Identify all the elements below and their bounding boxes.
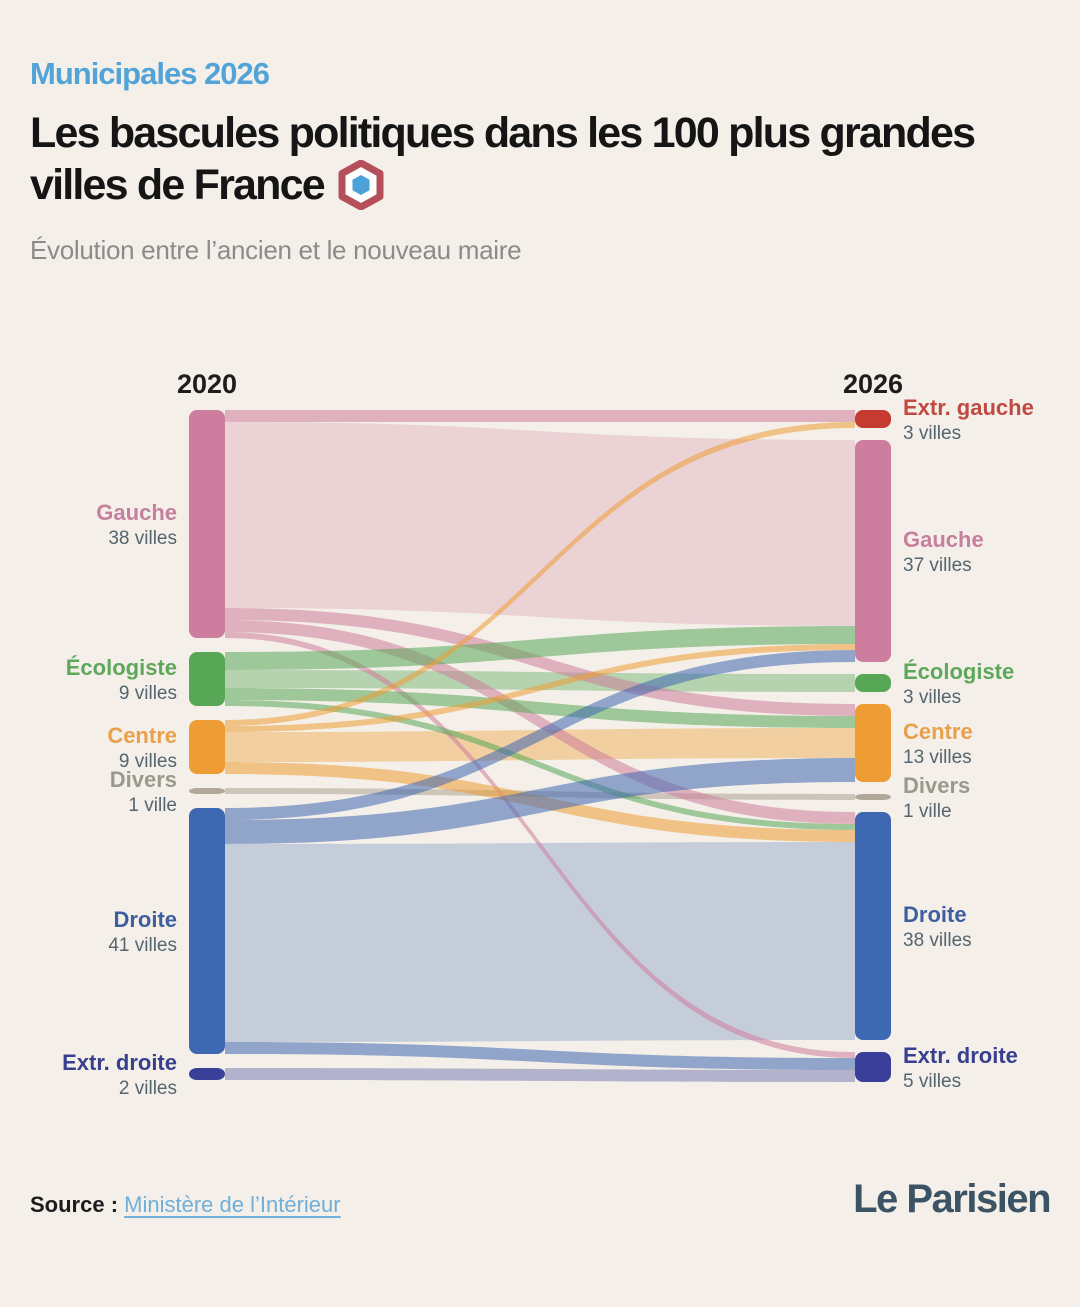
header: Municipales 2026 Les bascules politiques…: [0, 0, 1080, 355]
node-label-gauche-2020: Gauche: [96, 500, 177, 525]
sankey-flow-gauche-to-gauche: [225, 422, 855, 626]
node-label-gauche-2026: Gauche: [903, 527, 984, 552]
sankey-node-gauche-2026: [855, 440, 891, 662]
node-count-gauche-2026: 37 villes: [903, 555, 972, 576]
sankey-node-extr_gauche-2026: [855, 410, 891, 428]
node-count-gauche-2020: 38 villes: [108, 528, 177, 549]
sankey-flow-ecologiste-to-centre: [225, 688, 855, 728]
node-label-divers-2026: Divers: [903, 773, 970, 798]
sankey-flow-centre-to-extr_gauche: [225, 422, 855, 726]
node-label-centre-2020: Centre: [107, 723, 177, 748]
node-label-divers-2020: Divers: [110, 767, 177, 792]
title-line-1: Les bascules politiques dans les 100 plu…: [30, 109, 976, 157]
node-label-extr_droite-2026: Extr. droite: [903, 1043, 1018, 1068]
page-title: Les bascules politiques dans les 100 plu…: [30, 108, 1052, 211]
node-count-divers-2026: 1 ville: [903, 801, 952, 822]
sankey-flow-gauche-to-centre: [225, 608, 855, 716]
sankey-flow-centre-to-gauche: [225, 644, 855, 732]
sankey-flow-gauche-to-extr_droite: [225, 632, 855, 1058]
node-count-centre-2026: 13 villes: [903, 747, 972, 768]
sankey-flow-gauche-to-extr_gauche: [225, 410, 855, 422]
sankey-flow-ecologiste-to-droite: [225, 700, 855, 830]
kicker: Municipales 2026: [30, 56, 270, 91]
node-label-droite-2026: Droite: [903, 902, 967, 927]
sankey-node-centre-2026: [855, 704, 891, 782]
sankey-flow-centre-to-centre: [225, 728, 855, 762]
sankey-flow-droite-to-droite: [225, 842, 855, 1042]
node-label-centre-2026: Centre: [903, 719, 973, 744]
column-label-2026: 2026: [843, 369, 903, 399]
node-count-droite-2020: 41 villes: [108, 935, 177, 956]
node-count-centre-2020: 9 villes: [119, 751, 177, 772]
title-line-2: villes de France: [30, 159, 1052, 212]
sankey-node-divers-2026: [855, 794, 891, 800]
sankey-chart: 2020 2026 Gauche 38 villes Écologiste 9 ville…: [0, 355, 1080, 1135]
sankey-flow-extr_droite-to-extr_droite: [225, 1068, 855, 1082]
source-label: Source :: [30, 1192, 119, 1217]
sankey-node-extr_droite-2020: [189, 1068, 225, 1080]
footer: Source : Ministère de l’Intérieur Le Par…: [0, 1135, 1080, 1307]
sankey-flow-droite-to-gauche: [225, 650, 855, 820]
node-count-ecologiste-2026: 3 villes: [903, 687, 961, 708]
source-line: Source : Ministère de l’Intérieur: [30, 1192, 341, 1218]
sankey-flow-droite-to-extr_droite: [225, 1042, 855, 1070]
sankey-flow-gauche-to-droite: [225, 620, 855, 824]
node-count-ecologiste-2020: 9 villes: [119, 683, 177, 704]
node-label-ecologiste-2020: Écologiste: [66, 655, 177, 680]
chart-subtitle: Évolution entre l’ancien et le nouveau m…: [30, 235, 522, 266]
node-count-extr_gauche-2026: 3 villes: [903, 423, 961, 444]
le-parisien-hexagon-icon: [338, 159, 384, 211]
title-line-2-text: villes de France: [30, 160, 326, 209]
sankey-node-centre-2020: [189, 720, 225, 774]
node-label-extr_droite-2020: Extr. droite: [62, 1050, 177, 1075]
node-label-ecologiste-2026: Écologiste: [903, 659, 1014, 684]
sankey-node-droite-2020: [189, 808, 225, 1054]
source-link[interactable]: Ministère de l’Intérieur: [124, 1192, 341, 1217]
sankey-node-ecologiste-2020: [189, 652, 225, 706]
sankey-node-extr_droite-2026: [855, 1052, 891, 1082]
node-count-extr_droite-2026: 5 villes: [903, 1071, 961, 1092]
sankey-node-gauche-2020: [189, 410, 225, 638]
node-label-droite-2020: Droite: [113, 907, 177, 932]
sankey-node-divers-2020: [189, 788, 225, 794]
sankey-svg: 2020 2026 Gauche 38 villes Écologiste 9 ville…: [62, 369, 1034, 1099]
le-parisien-logo: Le Parisien: [853, 1177, 1051, 1221]
sankey-flow-ecologiste-to-gauche: [225, 626, 855, 670]
node-label-extr_gauche-2026: Extr. gauche: [903, 395, 1034, 420]
node-count-extr_droite-2020: 2 villes: [119, 1078, 177, 1099]
sankey-flow-droite-to-centre: [225, 758, 855, 844]
node-count-droite-2026: 38 villes: [903, 930, 972, 951]
column-label-2020: 2020: [177, 369, 237, 399]
sankey-node-droite-2026: [855, 812, 891, 1040]
sankey-node-ecologiste-2026: [855, 674, 891, 692]
node-count-divers-2020: 1 ville: [128, 795, 177, 816]
